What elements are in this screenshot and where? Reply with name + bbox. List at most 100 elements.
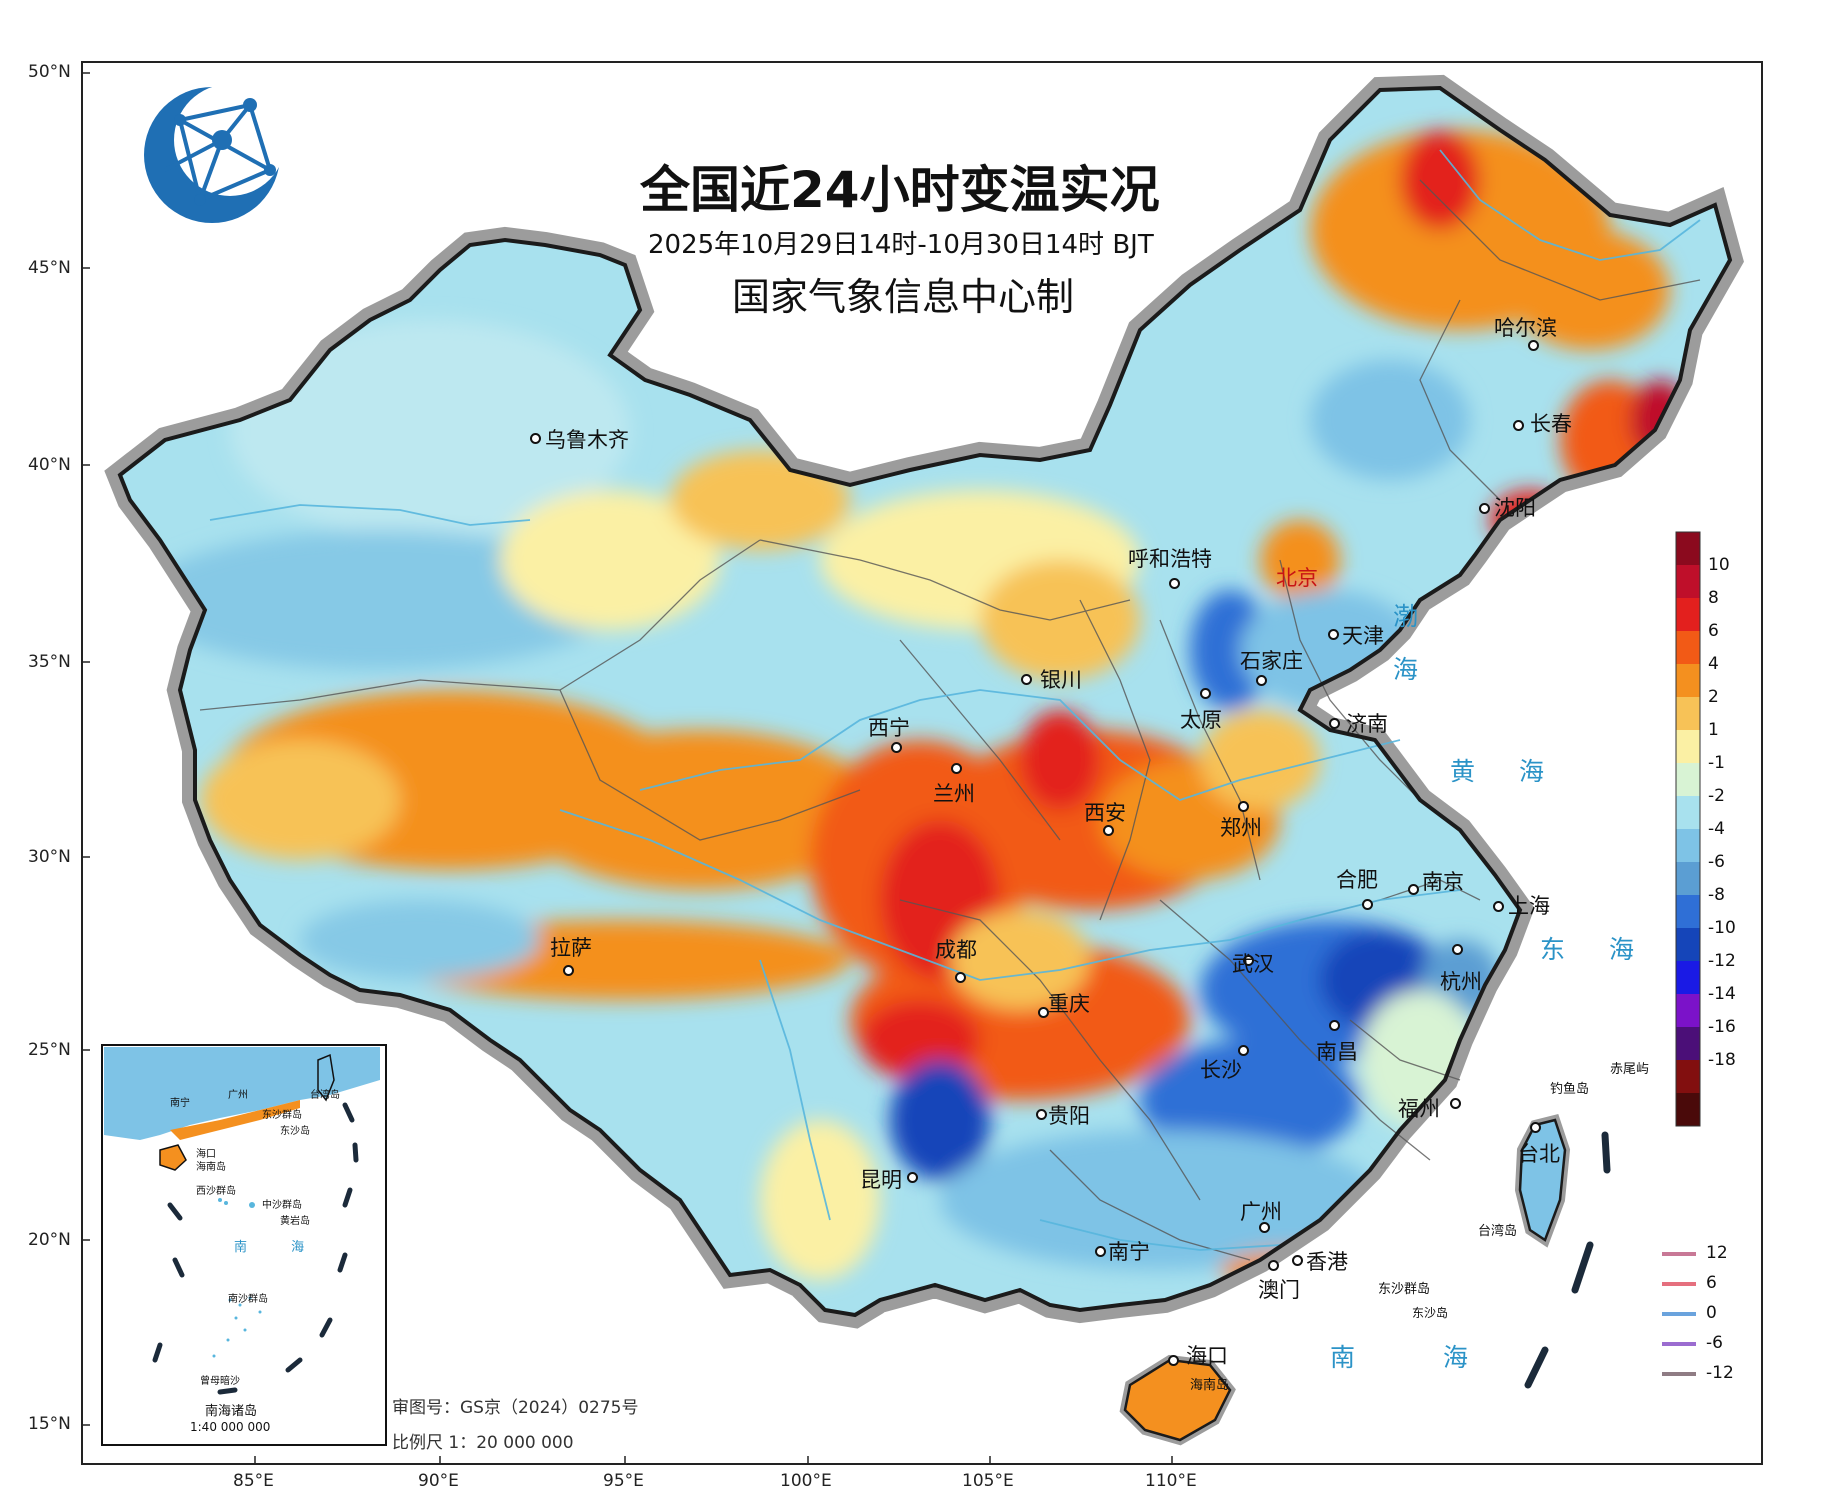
legend-swatch <box>1676 697 1700 730</box>
city-dot <box>1243 955 1254 966</box>
city-dot <box>1479 503 1490 514</box>
city-dot <box>1238 1045 1249 1056</box>
city-dot <box>951 763 962 774</box>
sea-nanhai: 南 海 <box>1330 1343 1508 1372</box>
inset-label: 东沙群岛 <box>262 1110 302 1121</box>
legend-level-label: 4 <box>1708 654 1719 674</box>
city-shanghai: 上海 <box>1508 894 1550 918</box>
lon-label-95: 95°E <box>603 1471 644 1491</box>
legend-level-label: -8 <box>1708 885 1725 905</box>
city-taiyuan: 太原 <box>1180 708 1222 732</box>
lat-label-30: 30°N <box>28 847 71 867</box>
legend-swatch <box>1676 1060 1700 1093</box>
legend-swatch <box>1676 895 1700 928</box>
inset-title: 南海诸岛 <box>205 1404 258 1419</box>
legend-level-label: -18 <box>1708 1050 1736 1070</box>
legend-level-label: 6 <box>1708 621 1719 641</box>
lon-label-110: 110°E <box>1145 1471 1197 1491</box>
legend-swatch <box>1676 994 1700 1027</box>
legend-level-label: 1 <box>1708 720 1719 740</box>
legend-level-label: -4 <box>1708 819 1725 839</box>
legend-swatch <box>1676 1093 1700 1126</box>
legend-swatch <box>1676 565 1700 598</box>
city-dot <box>1268 1260 1279 1271</box>
sea-bohai-2: 海 <box>1393 655 1427 684</box>
legend-swatch <box>1676 829 1700 862</box>
city-dot <box>1036 1109 1047 1120</box>
legend-level-label: 8 <box>1708 588 1719 608</box>
legend-level-label: -16 <box>1708 1017 1736 1037</box>
legend-swatch <box>1676 862 1700 895</box>
city-shenyang: 沈阳 <box>1494 496 1536 520</box>
inset-label: 南沙群岛 <box>228 1294 268 1305</box>
city-nanjing: 南京 <box>1422 870 1464 894</box>
city-guiyang: 贵阳 <box>1048 1104 1090 1128</box>
city-beijing: 北京 <box>1276 566 1318 590</box>
island-taiwandao: 台湾岛 <box>1478 1224 1518 1239</box>
city-haikou: 海口 <box>1186 1344 1228 1368</box>
contour-label: 6 <box>1706 1273 1717 1293</box>
city-guangzhou: 广州 <box>1240 1200 1282 1224</box>
contour-label: 12 <box>1706 1243 1728 1263</box>
legend-swatch <box>1676 532 1700 565</box>
city-dot <box>907 1172 918 1183</box>
legend-level-label: -1 <box>1708 753 1725 773</box>
review-number: 审图号：GS京（2024）0275号 <box>392 1398 639 1418</box>
city-wulumuqi: 乌鲁木齐 <box>545 428 629 452</box>
city-haerbin: 哈尔滨 <box>1494 316 1557 340</box>
inset-scale: 1:40 000 000 <box>190 1420 271 1434</box>
city-dot <box>1493 901 1504 912</box>
island-dongshadao: 东沙岛 <box>1412 1306 1449 1320</box>
axis-ticks <box>82 72 1173 1464</box>
city-dot <box>1329 1020 1340 1031</box>
legend-swatch <box>1676 928 1700 961</box>
city-nanning: 南宁 <box>1108 1240 1150 1264</box>
city-dot <box>1021 674 1032 685</box>
inset-label: 广州 <box>228 1090 248 1101</box>
inset-label: 南 海 <box>234 1240 325 1255</box>
city-dot <box>1452 944 1463 955</box>
legend-swatch <box>1676 631 1700 664</box>
map-frame <box>81 61 1763 1465</box>
sea-huanghai: 黄 海 <box>1450 757 1562 786</box>
lon-label-105: 105°E <box>962 1471 1014 1491</box>
city-jinan: 济南 <box>1346 712 1388 736</box>
city-yinchuan: 银川 <box>1040 668 1082 692</box>
maritime-dashes <box>1524 1131 1611 1389</box>
sea-donghai: 东 海 <box>1540 935 1652 964</box>
city-dot <box>1408 884 1419 895</box>
city-chongqing: 重庆 <box>1048 992 1090 1016</box>
legend-level-label: 2 <box>1708 687 1719 707</box>
map-subtitle: 2025年10月29日14时-10月30日14时 BJT <box>648 230 1154 260</box>
lat-label-25: 25°N <box>28 1040 71 1060</box>
contour-legend <box>1662 1252 1696 1376</box>
lat-label-40: 40°N <box>28 455 71 475</box>
inset-label: 中沙群岛 <box>262 1200 302 1211</box>
legend-level-label: -14 <box>1708 984 1736 1004</box>
sea-bohai-1: 渤 <box>1393 602 1427 631</box>
city-taibei: 台北 <box>1518 1142 1560 1166</box>
legend-swatch <box>1676 961 1700 994</box>
map-title: 全国近24小时变温实况 <box>640 161 1160 219</box>
city-zhengzhou: 郑州 <box>1220 816 1262 840</box>
city-dot <box>563 965 574 976</box>
city-dot <box>1450 1098 1461 1109</box>
city-dot <box>530 433 541 444</box>
city-dot <box>1292 1255 1303 1266</box>
city-dot <box>1528 340 1539 351</box>
city-xianggang: 香港 <box>1306 1250 1348 1274</box>
inset-label: 黄岩岛 <box>280 1216 310 1227</box>
contour-label: -12 <box>1706 1363 1734 1383</box>
map-scale: 比例尺 1：20 000 000 <box>392 1433 574 1453</box>
inset-label: 台湾岛 <box>310 1090 340 1101</box>
city-fuzhou: 福州 <box>1398 1097 1440 1121</box>
city-wuhan: 武汉 <box>1232 952 1274 976</box>
legend-swatch <box>1676 1027 1700 1060</box>
city-aomen: 澳门 <box>1258 1278 1300 1302</box>
lat-label-45: 45°N <box>28 258 71 278</box>
inset-label: 西沙群岛 <box>196 1186 236 1197</box>
city-dot <box>1256 675 1267 686</box>
legend-level-label: -2 <box>1708 786 1725 806</box>
city-tianjin: 天津 <box>1342 624 1384 648</box>
city-dot <box>1200 688 1211 699</box>
